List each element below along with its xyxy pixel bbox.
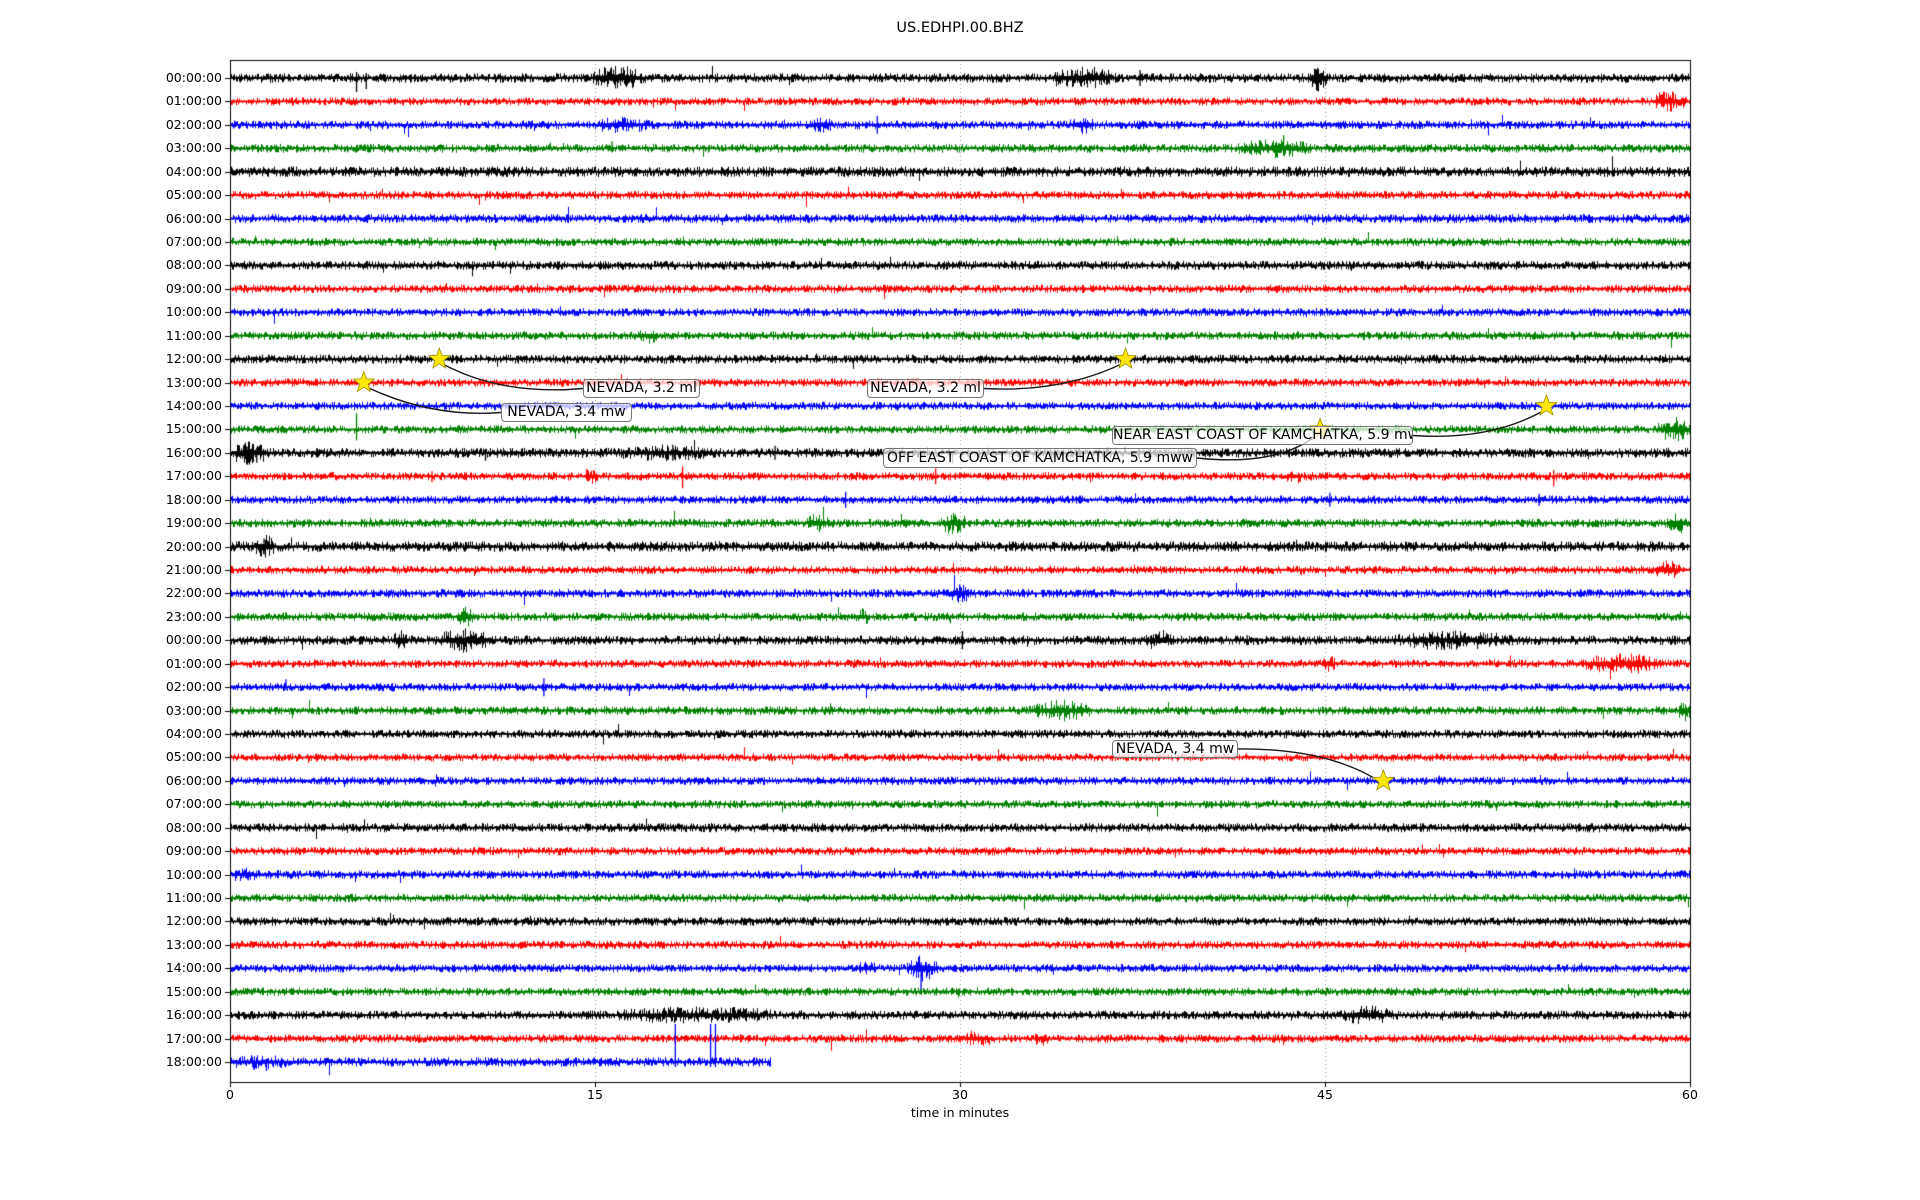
row-time-label: 15:00:00 [165,421,222,437]
row-time-label: 09:00:00 [165,843,222,859]
row-time-label: 21:00:00 [165,562,222,577]
event-annotation-label: NEVADA, 3.2 ml [867,379,984,398]
event-annotation-label: NEVADA, 3.2 ml [583,379,700,398]
row-time-label: 10:00:00 [165,304,222,320]
row-time-label: 06:00:00 [165,210,222,226]
row-time-label: 08:00:00 [165,819,222,835]
x-tick-label: 60 [1682,1087,1698,1102]
row-time-label: 14:00:00 [165,960,222,976]
plot-title: US.EDHPI.00.BHZ [896,20,1024,36]
row-time-label: 02:00:00 [165,679,222,695]
row-time-label: 17:00:00 [165,1030,222,1046]
x-tick-label: 0 [226,1087,234,1102]
row-time-label: 00:00:00 [165,70,222,85]
x-tick-label: 15 [587,1087,603,1102]
x-axis-label: time in minutes [910,1105,1010,1120]
row-time-label: 18:00:00 [165,1054,222,1069]
row-time-label: 12:00:00 [165,913,222,929]
row-time-label: 05:00:00 [165,187,222,203]
row-time-label: 16:00:00 [165,1007,222,1023]
row-time-label: 22:00:00 [165,585,222,601]
row-time-label: 03:00:00 [165,140,222,156]
row-time-label: 10:00:00 [165,866,222,882]
event-annotation-label: NEAR EAST COAST OF KAMCHATKA, 5.9 mww [1112,426,1413,445]
row-time-label: 14:00:00 [165,398,222,413]
row-time-label: 12:00:00 [165,351,222,367]
row-time-label: 00:00:00 [165,632,222,648]
row-time-label: 16:00:00 [165,444,222,460]
row-time-label: 23:00:00 [165,608,222,624]
row-time-label: 01:00:00 [165,93,222,109]
row-time-label: 04:00:00 [165,163,222,179]
event-annotation-label: NEVADA, 3.4 mw [501,403,632,422]
row-time-label: 11:00:00 [165,890,222,905]
row-time-label: 18:00:00 [165,491,222,507]
event-annotation-label: OFF EAST COAST OF KAMCHATKA, 5.9 mww [883,448,1197,468]
x-tick-label: 45 [1317,1087,1333,1102]
row-time-label: 04:00:00 [165,726,222,741]
row-time-label: 09:00:00 [165,280,222,296]
row-time-label: 01:00:00 [165,655,222,671]
event-annotation-label: NEVADA, 3.4 mw [1112,740,1238,758]
row-time-label: 13:00:00 [165,374,222,390]
row-time-label: 20:00:00 [165,538,222,554]
row-time-label: 11:00:00 [165,327,222,343]
row-time-label: 08:00:00 [165,257,222,273]
row-time-label: 06:00:00 [165,772,222,788]
row-time-label: 17:00:00 [165,468,222,484]
x-tick-label: 30 [952,1087,968,1102]
row-time-label: 19:00:00 [165,515,222,531]
row-time-label: 02:00:00 [165,116,222,132]
row-time-label: 07:00:00 [165,796,222,812]
row-time-label: 15:00:00 [165,983,222,999]
row-time-label: 05:00:00 [165,749,222,765]
row-time-label: 03:00:00 [165,702,222,718]
row-time-label: 07:00:00 [165,234,222,249]
row-time-label: 13:00:00 [165,936,222,952]
